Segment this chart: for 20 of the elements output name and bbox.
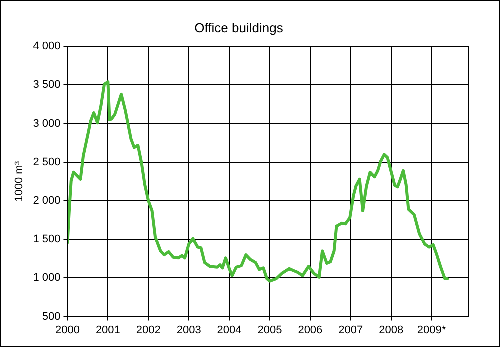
y-tick-label: 500 — [42, 310, 61, 323]
y-tick-label: 2 000 — [33, 195, 61, 208]
x-tick-label: 2009* — [417, 324, 447, 336]
y-tick-label: 1 500 — [33, 234, 61, 246]
y-tick-label: 3 000 — [33, 118, 61, 130]
x-tick-label: 2000 — [55, 324, 80, 336]
y-axis-title: 1000 m³ — [14, 161, 26, 202]
x-tick-label: 2006 — [298, 324, 323, 336]
x-tick-label: 2003 — [176, 324, 202, 336]
x-tick-label: 2005 — [258, 324, 282, 336]
y-tick-label: 1 000 — [33, 272, 61, 284]
x-tick-label: 2002 — [136, 324, 161, 336]
x-tick-label: 2004 — [217, 324, 242, 336]
x-tick-label: 2008 — [379, 324, 404, 336]
x-tick-label: 2007 — [338, 324, 364, 336]
y-tick-label: 3 500 — [33, 79, 61, 92]
chart-title: Office buildings — [194, 20, 284, 36]
x-tick-label: 2001 — [96, 324, 120, 336]
y-tick-label: 2 500 — [33, 156, 61, 168]
y-tick-label: 4 000 — [33, 40, 61, 53]
